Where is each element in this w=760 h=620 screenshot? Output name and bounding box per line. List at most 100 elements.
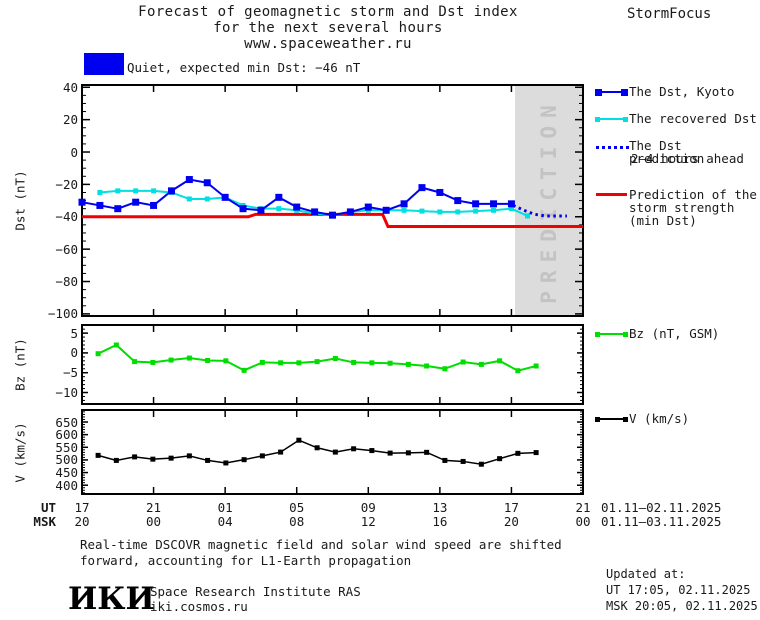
- prediction-region: [515, 86, 582, 315]
- dst-kyoto-marker: [436, 188, 444, 196]
- dst-kyoto-marker: [239, 205, 247, 213]
- recovered-dst-marker: [186, 196, 192, 202]
- bz-y-tick-label: 0: [70, 345, 78, 361]
- updated-ut: UT 17:05, 02.11.2025: [606, 583, 751, 597]
- bz-gsm-marker: [132, 359, 138, 365]
- dst-kyoto-marker: [185, 176, 193, 184]
- solar-wind-speed-marker: [332, 449, 338, 455]
- legend-label-bz: Bz (nT, GSM): [629, 326, 720, 341]
- v-y-tick-label: 600: [55, 427, 78, 443]
- prediction-watermark: PREDICTION: [537, 97, 561, 303]
- msk-date-range: 01.11–03.11.2025: [601, 514, 722, 529]
- square-marker-icon: [623, 331, 628, 337]
- dst-kyoto-marker: [132, 198, 140, 206]
- solar-wind-speed-marker: [296, 437, 302, 443]
- bz-gsm-marker: [259, 359, 265, 365]
- recovered-dst-marker: [508, 206, 514, 212]
- ut-date-range: 01.11–02.11.2025: [601, 500, 722, 515]
- series-solar-wind-speed: [97, 439, 537, 465]
- bz-gsm-marker: [387, 360, 393, 366]
- recovered-dst-marker: [276, 206, 282, 212]
- ut-hour-label: 01: [217, 500, 233, 515]
- solar-wind-speed-marker: [442, 457, 448, 463]
- dst-kyoto-marker: [293, 203, 301, 211]
- square-marker-icon: [595, 88, 602, 96]
- recovered-dst-marker: [133, 188, 139, 194]
- dst-kyoto-marker: [221, 193, 229, 201]
- solar-wind-speed-marker: [515, 450, 521, 456]
- solar-wind-speed-marker: [241, 457, 247, 463]
- ut-hour-label: 17: [74, 500, 90, 515]
- solar-wind-speed-marker: [369, 448, 375, 454]
- storm-level-swatch: [84, 53, 124, 75]
- solar-wind-speed-marker: [168, 455, 174, 461]
- dst-kyoto-marker: [507, 200, 515, 208]
- v-y-tick-label: 400: [55, 477, 78, 493]
- recovered-dst-marker: [455, 209, 461, 215]
- legend-swatch-prediction: [596, 146, 629, 149]
- msk-hour-label: 00: [146, 514, 162, 529]
- bz-gsm-marker: [223, 358, 229, 364]
- footer-note-1: Real-time DSCOVR magnetic field and sola…: [80, 537, 562, 552]
- dst-y-tick-label: −40: [55, 209, 78, 225]
- solar-wind-speed-marker: [132, 454, 138, 460]
- ut-hour-label: 05: [289, 500, 305, 515]
- dst-axis-title: Dst (nT): [12, 170, 28, 231]
- recovered-dst-marker: [97, 189, 103, 195]
- dst-kyoto-marker: [150, 201, 158, 209]
- bz-gsm-marker: [186, 355, 192, 361]
- solar-wind-speed-marker: [351, 446, 357, 452]
- updated-heading: Updated at:: [606, 567, 686, 581]
- institute-site: iki.cosmos.ru: [150, 599, 248, 614]
- msk-hour-label: 08: [289, 514, 305, 529]
- title-line-1: Forecast of geomagnetic storm and Dst in…: [138, 4, 518, 20]
- bz-gsm-marker: [278, 360, 284, 366]
- solar-wind-speed-marker: [223, 460, 229, 466]
- v-y-tick-label: 500: [55, 452, 78, 468]
- series-bz-gsm: [97, 343, 537, 372]
- footer-note-2: forward, accounting for L1-Earth propaga…: [80, 553, 412, 568]
- dst-kyoto-marker: [78, 198, 86, 206]
- legend-swatch-kyoto: [595, 88, 628, 96]
- legend-label-strength-2: storm strength: [629, 200, 735, 215]
- msk-hour-label: 16: [432, 514, 448, 529]
- dst-kyoto-marker: [454, 197, 462, 205]
- dst-kyoto-marker: [114, 205, 122, 213]
- dst-kyoto-marker: [490, 200, 498, 208]
- dst-kyoto-marker: [382, 206, 390, 214]
- dst-kyoto-marker: [346, 208, 354, 216]
- solar-wind-speed-marker: [387, 450, 393, 456]
- solar-wind-speed-marker: [150, 456, 156, 462]
- dst-kyoto-marker: [364, 203, 372, 211]
- solar-wind-speed-marker: [95, 452, 101, 458]
- ut-hour-label: 21: [146, 500, 162, 515]
- msk-hour-label: 04: [217, 514, 233, 529]
- solar-wind-speed-marker: [113, 457, 119, 463]
- recovered-dst-marker: [419, 208, 425, 214]
- bz-gsm-marker: [424, 363, 430, 369]
- bz-gsm-marker: [478, 361, 484, 367]
- ut-row-label: UT: [40, 500, 56, 515]
- msk-hour-label: 00: [575, 514, 591, 529]
- legend-swatch-v: [595, 416, 628, 422]
- page-title: Forecast of geomagnetic storm and Dst in…: [60, 4, 596, 52]
- iki-logo: ИКИ: [68, 581, 155, 617]
- institute-name: Space Research Institute RAS: [150, 584, 361, 599]
- bz-gsm-marker: [369, 360, 375, 366]
- dst-kyoto-marker: [167, 187, 175, 195]
- recovered-dst-marker: [151, 188, 157, 194]
- brand-stormfocus: StormFocus: [627, 6, 712, 22]
- square-marker-icon: [621, 88, 628, 96]
- dst-kyoto-marker: [472, 200, 480, 208]
- square-marker-icon: [623, 116, 628, 122]
- recovered-dst-marker: [401, 207, 407, 213]
- solar-wind-speed-marker: [460, 458, 466, 464]
- recovered-dst-marker: [525, 213, 531, 219]
- bz-gsm-marker: [168, 357, 174, 363]
- bz-gsm-marker: [515, 368, 521, 374]
- legend-label-recovered: The recovered Dst: [629, 111, 757, 126]
- msk-hour-label: 12: [360, 514, 376, 529]
- square-marker-icon: [623, 416, 628, 422]
